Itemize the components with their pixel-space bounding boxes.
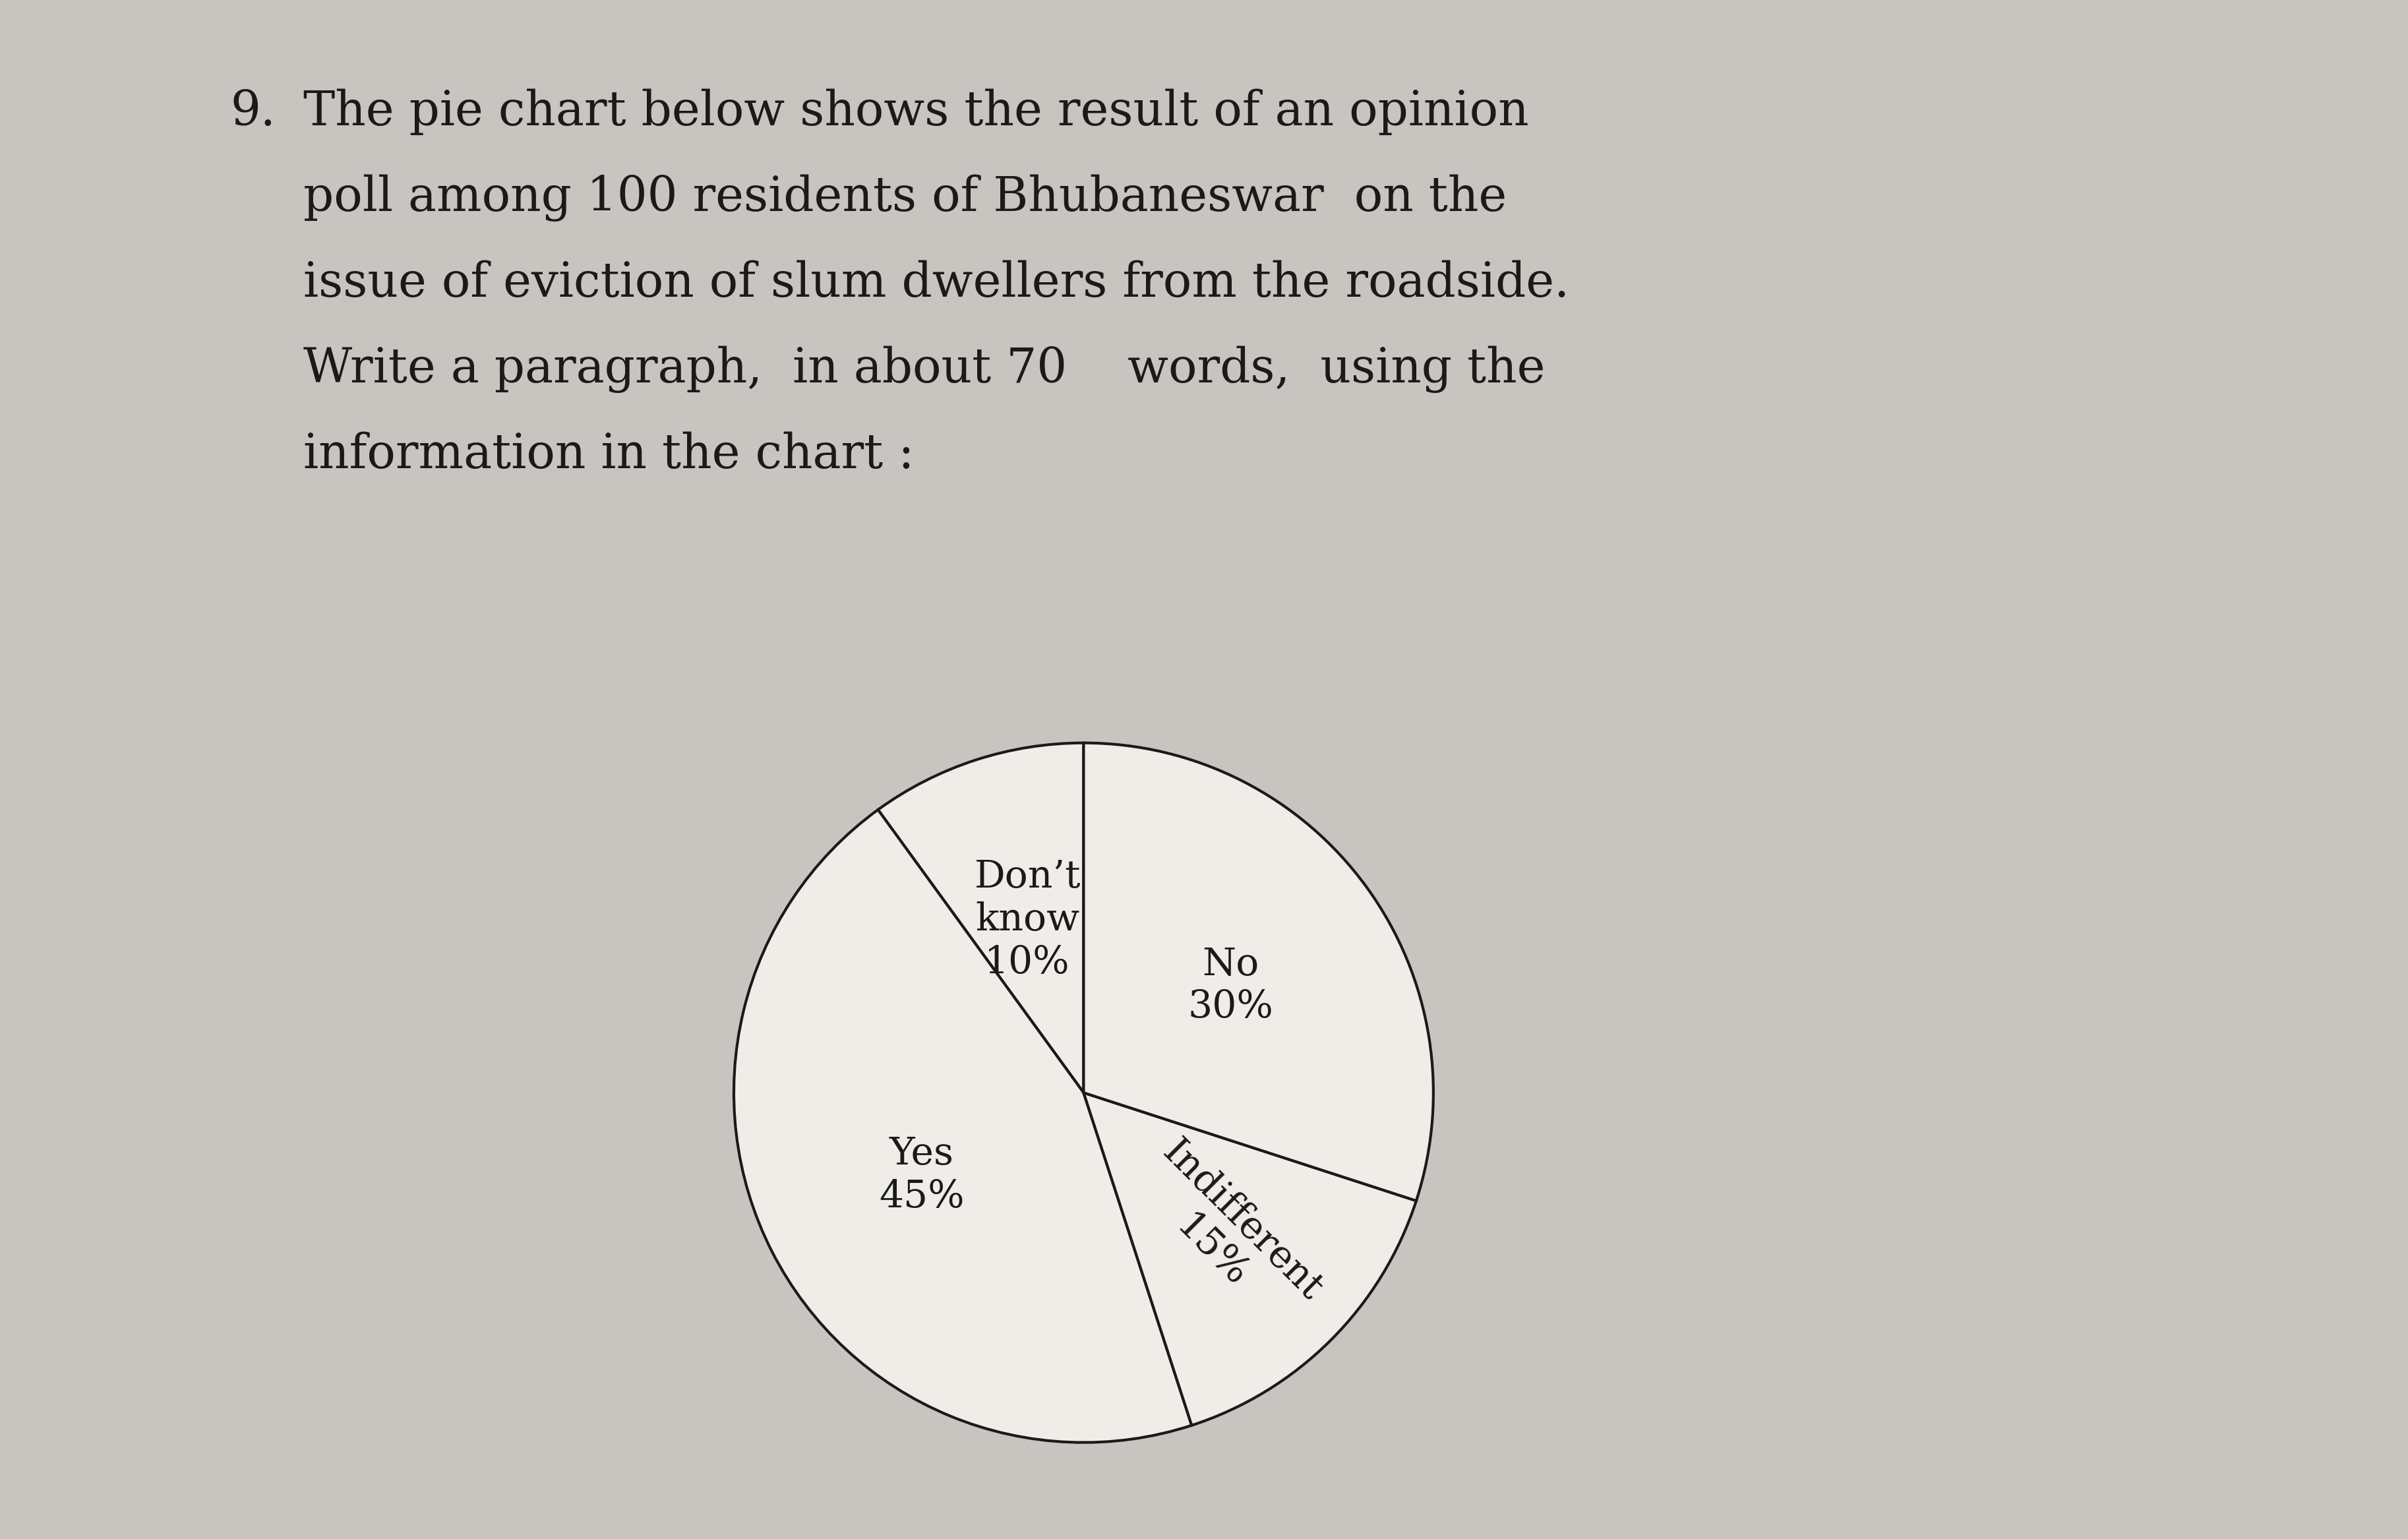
Text: Write a paragraph,  in about 70    words,  using the: Write a paragraph, in about 70 words, us… — [303, 346, 1546, 392]
Wedge shape — [734, 810, 1192, 1442]
Text: information in the chart :: information in the chart : — [303, 431, 915, 477]
Text: Don’t
know
10%: Don’t know 10% — [975, 859, 1081, 980]
Text: No
30%: No 30% — [1187, 946, 1274, 1025]
Text: 9.: 9. — [231, 88, 277, 135]
Wedge shape — [1084, 1093, 1416, 1425]
Text: Yes
45%: Yes 45% — [879, 1136, 963, 1216]
Wedge shape — [1084, 743, 1433, 1200]
Wedge shape — [879, 743, 1084, 1093]
Text: The pie chart below shows the result of an opinion: The pie chart below shows the result of … — [303, 88, 1529, 135]
Text: poll among 100 residents of Bhubaneswar  on the: poll among 100 residents of Bhubaneswar … — [303, 174, 1507, 222]
Text: issue of eviction of slum dwellers from the roadside.: issue of eviction of slum dwellers from … — [303, 260, 1570, 306]
Text: Indifferent
15%: Indifferent 15% — [1125, 1134, 1329, 1339]
